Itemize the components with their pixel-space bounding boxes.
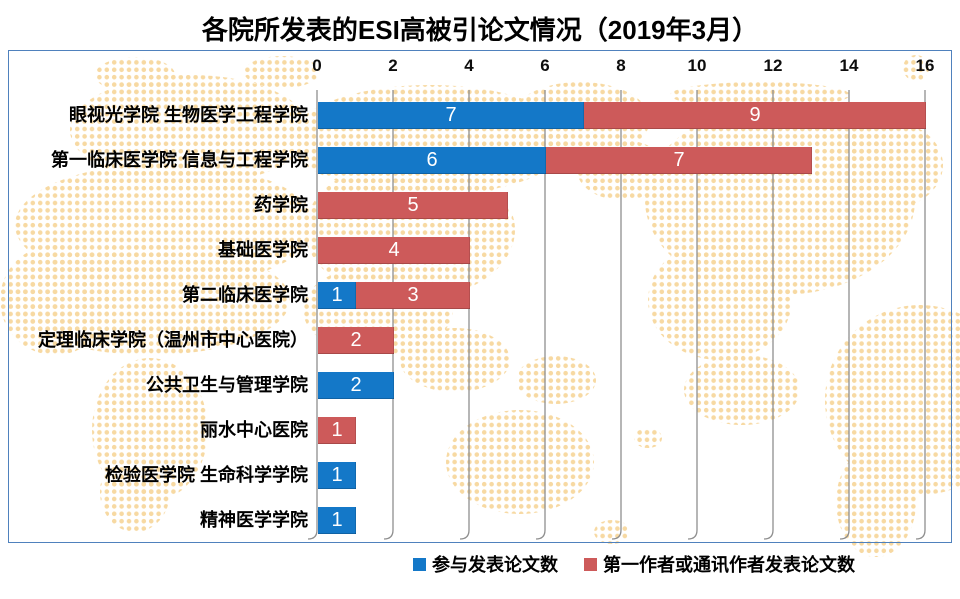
plot-frame [8,50,952,543]
bar-value-label: 1 [331,463,343,486]
bar-segment-participated: 6 [318,146,546,174]
bar-segment-first-author: 5 [318,191,508,219]
map-blob [827,120,943,210]
bar-value-label: 1 [331,418,343,441]
x-tick-label: 10 [687,56,707,75]
category-label: 定理临床学院（温州市中心医院） [38,329,308,350]
bar-value-label: 9 [749,103,761,126]
x-tick-label: 8 [616,56,626,75]
bar-value-label: 5 [407,193,419,216]
gridline [535,90,546,540]
bar-value-label: 7 [673,148,685,171]
legend-swatch-icon [413,557,426,571]
map-blob [400,328,510,392]
map-blob [903,55,929,81]
gridline [687,90,698,540]
bar-segment-first-author: 2 [318,326,394,354]
bar-value-label: 6 [426,148,438,171]
category-label: 第一临床医学院 信息与工程学院 [51,149,308,170]
gridline [383,90,394,540]
category-label: 眼视光学院 生物医学工程学院 [69,104,308,125]
bar-segment-first-author: 4 [318,236,470,264]
gridline [611,90,622,540]
x-tick-label: 0 [312,56,322,75]
x-tick-label: 2 [388,56,398,75]
bar-value-label: 1 [331,283,343,306]
gridlines-group [307,90,926,540]
chart-title: 各院所发表的ESI高被引论文情况（2019年3月） [201,15,759,45]
map-blob [0,245,110,355]
gridline [915,90,926,540]
gridline [839,90,850,540]
legend-label: 第一作者或通讯作者发表论文数 [603,555,855,575]
bar-value-label: 7 [445,103,457,126]
gridline [459,90,470,540]
map-blob [516,356,596,404]
x-tick-label: 12 [763,56,783,75]
bar-value-label: 1 [331,508,343,531]
map-blob [836,447,916,557]
bar-row: 5 [318,191,508,219]
category-label: 药学院 [254,194,308,215]
bar-row: 4 [318,236,470,264]
bar-segment-first-author: 1 [318,416,356,444]
bar-segment-first-author: 7 [546,146,812,174]
bar-segment-first-author: 9 [584,101,926,129]
bar-segment-participated: 1 [318,506,356,534]
bar-value-label: 4 [388,238,400,261]
x-tick-label: 6 [540,56,550,75]
category-label: 第二临床医学院 [182,284,308,305]
bar-segment-participated: 1 [318,461,356,489]
bar-row: 1 [318,416,356,444]
legend-item-participated: 参与发表论文数 [413,551,558,577]
bar-row: 1 [318,506,356,534]
bar-value-label: 2 [350,328,362,351]
bar-value-label: 2 [350,373,362,396]
bar-segment-participated: 7 [318,101,584,129]
gridline [763,90,774,540]
category-label: 检验医学院 生命科学学院 [105,464,308,485]
category-label: 基础医学院 [218,239,308,260]
legend: 参与发表论文数 第一作者或通讯作者发表论文数 [413,551,855,577]
map-blob [244,56,320,88]
bar-row: 2 [318,326,394,354]
category-label: 精神医学学院 [200,509,308,530]
gridline [307,90,318,540]
legend-label: 参与发表论文数 [432,555,558,575]
map-blob [100,452,170,532]
map-blob [825,305,960,495]
map-blob [70,75,310,185]
map-blob [684,355,800,425]
bar-segment-first-author: 3 [356,281,470,309]
map-blob [446,410,594,514]
map-blob [634,428,662,448]
bar-row: 2 [318,371,394,399]
legend-item-first-author: 第一作者或通讯作者发表论文数 [584,551,855,577]
map-blob [95,57,175,93]
bar-segment-participated: 2 [318,371,394,399]
bar-segment-participated: 1 [318,281,356,309]
category-label: 公共卫生与管理学院 [146,374,308,395]
x-tick-label: 4 [464,56,474,75]
map-blob [648,240,792,360]
bar-row: 1 [318,461,356,489]
bar-value-label: 3 [407,283,419,306]
x-tick-label: 16 [915,56,935,75]
legend-swatch-icon [584,557,597,571]
x-tick-label: 14 [839,56,859,75]
category-label: 丽水中心医院 [200,419,308,440]
